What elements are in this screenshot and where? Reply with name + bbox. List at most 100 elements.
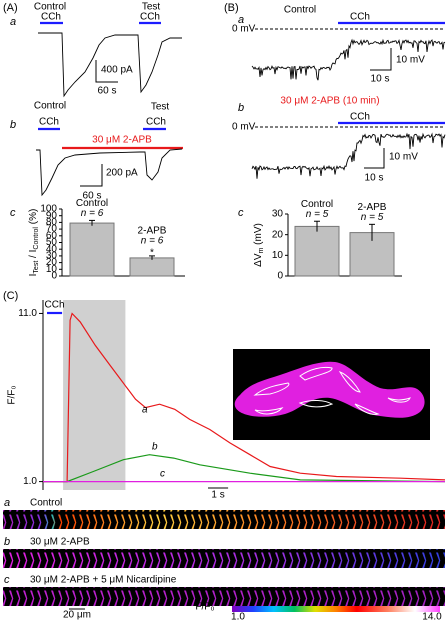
series-label: b	[152, 442, 158, 453]
n-label: n = 5	[306, 209, 329, 220]
label-part: / I	[28, 250, 39, 261]
category-label: 2-APB	[138, 226, 167, 237]
strip-mask	[3, 510, 445, 529]
label: CCh	[350, 112, 370, 123]
scale-label: 1 s	[211, 490, 224, 501]
stimulus-label: CCh	[45, 300, 65, 311]
label: Control	[34, 2, 66, 13]
strip-mask	[3, 587, 445, 606]
panel-label: (B)	[224, 2, 239, 14]
cell-shape	[234, 361, 425, 418]
bar	[69, 222, 115, 277]
strip-text: Control	[30, 498, 62, 509]
highlight	[63, 300, 126, 490]
y-tick-label: 50	[46, 237, 58, 248]
series-line	[43, 454, 446, 483]
label-part: ΔV	[253, 253, 264, 267]
series-line	[43, 312, 446, 483]
scale-label: 10 s	[365, 173, 384, 184]
y-tick-label: 20	[272, 229, 284, 240]
label-part: Control	[33, 227, 40, 250]
label-part: (mV)	[253, 223, 264, 247]
voltage-trace	[251, 132, 446, 179]
plot-area: 1.0 11.0 F/F₀ CCh a b c 1 s	[7, 300, 446, 501]
y-tick-label: 1.0	[23, 476, 37, 487]
y-tick-label: 80	[46, 217, 58, 228]
subpanel-label: a	[238, 14, 244, 26]
label-part: I	[28, 274, 39, 277]
label: Test	[151, 102, 170, 113]
significance: *	[150, 248, 154, 259]
scale-label: 60 s	[98, 86, 117, 97]
scale-label: 400 pA	[101, 65, 133, 76]
colorbar-tick-label: 1.0	[231, 612, 245, 621]
label: Control	[284, 5, 316, 16]
scale-label: 10 mV	[396, 55, 425, 66]
colorbar-label: F/F₀	[195, 602, 214, 613]
scale-bar	[95, 60, 118, 83]
scale-label: 20 μm	[63, 610, 91, 621]
label-part: Test	[33, 261, 40, 274]
panel-label: (A)	[3, 2, 18, 14]
series-label: c	[160, 469, 165, 480]
y-tick-label: 11.0	[18, 308, 37, 319]
label: 0 mV	[232, 122, 256, 133]
label: CCh	[146, 117, 166, 128]
scale-bar	[370, 48, 392, 71]
label: Control	[34, 101, 66, 112]
y-tick-label: 40	[46, 244, 58, 255]
scale-label: 10 s	[371, 74, 390, 85]
scale-label: 200 pA	[106, 168, 138, 179]
scale-label: 60 s	[83, 191, 102, 202]
subpanel-label: c	[238, 207, 244, 219]
label: CCh	[41, 12, 61, 23]
strip-text: 30 μM 2-APB + 5 μM Nicardipine	[30, 575, 177, 586]
bar	[294, 225, 340, 277]
colorbar-tick-label: 14.0	[422, 612, 442, 621]
scale-label: 10 mV	[389, 152, 418, 163]
label-part: m	[258, 247, 265, 253]
label: CCh	[39, 117, 59, 128]
label: CCh	[140, 12, 160, 23]
roi-outlines	[253, 366, 411, 415]
subpanel-label: b	[238, 102, 244, 114]
colorbar-ticks: 1.0 14.0	[231, 612, 442, 621]
subpanel-label: a	[10, 16, 16, 28]
y-tick-label: 0	[51, 271, 57, 282]
bar	[129, 257, 175, 277]
strip-label: a	[4, 497, 10, 509]
y-tick-label: 10	[272, 250, 284, 261]
y-tick-label: 30	[46, 251, 58, 262]
strip-label: c	[4, 574, 10, 586]
drug-label: 30 μM 2-APB	[92, 135, 152, 146]
n-label: n = 6	[81, 208, 104, 219]
y-tick-label: 10	[46, 264, 58, 275]
subpanel-label: c	[10, 207, 16, 219]
panel-label: (C)	[3, 290, 18, 302]
label: CCh	[350, 12, 370, 23]
y-axis-label: F/F₀	[7, 385, 18, 404]
label: Test	[142, 2, 161, 13]
n-label: n = 6	[141, 236, 164, 247]
current-trace	[36, 148, 183, 197]
y-axis-label: ΔVm (mV)	[253, 223, 266, 267]
y-axis-label: ITest / IControl (%)	[28, 209, 41, 277]
scale-bar	[80, 164, 103, 187]
strip-label: b	[4, 536, 10, 548]
scale-bar	[364, 148, 385, 169]
y-tick-label: 90	[46, 210, 58, 221]
image-strips	[3, 510, 445, 606]
series-label: a	[142, 405, 148, 416]
category-label: Control	[301, 199, 333, 210]
drug-label: 30 μM 2-APB (10 min)	[280, 96, 379, 107]
colorbar	[232, 606, 440, 612]
current-trace	[38, 32, 182, 98]
y-tick-label: 20	[46, 257, 58, 268]
strip-mask	[3, 549, 445, 568]
label-part: (%)	[28, 209, 39, 227]
strip-text: 30 μM 2-APB	[30, 537, 90, 548]
y-tick-label: 70	[46, 224, 58, 235]
y-tick-label: 30	[272, 209, 284, 220]
subpanel-label: b	[10, 119, 16, 131]
